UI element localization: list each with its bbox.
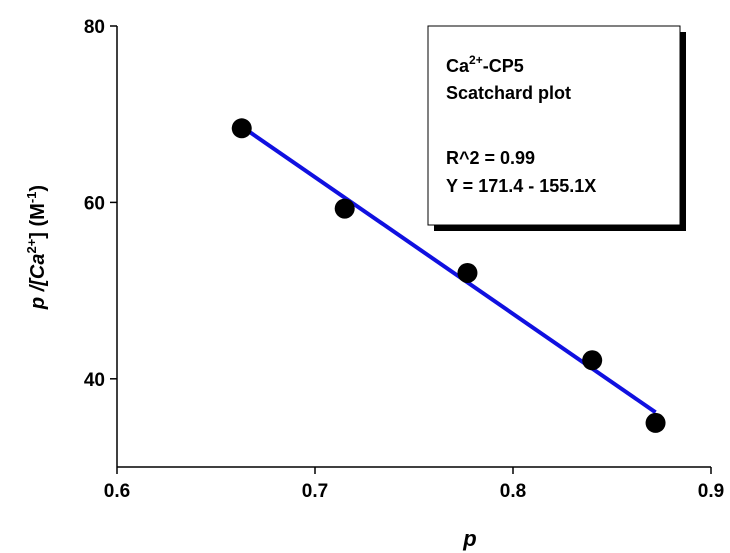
box bbox=[427, 25, 681, 226]
annotation-line1: Ca2+-CP5 bbox=[446, 53, 524, 76]
y-tick-label: 40 bbox=[84, 370, 105, 391]
annotation-line3: R^2 = 0.99 bbox=[446, 148, 535, 168]
data-point bbox=[457, 262, 478, 283]
data-point bbox=[645, 412, 666, 433]
annotation-line4: Y = 171.4 - 155.1X bbox=[446, 176, 596, 196]
x-tick-label: 0.6 bbox=[104, 481, 130, 502]
x-tick-label: 0.8 bbox=[500, 481, 526, 502]
x-tick-label: 0.9 bbox=[698, 481, 724, 502]
data-point bbox=[582, 350, 603, 371]
data-point bbox=[334, 198, 355, 219]
y-tick-label: 60 bbox=[84, 193, 105, 214]
x-axis-label: p bbox=[462, 526, 476, 551]
annotation-line2: Scatchard plot bbox=[446, 83, 571, 103]
x-tick-label: 0.7 bbox=[302, 481, 328, 502]
data-point bbox=[231, 118, 252, 139]
y-axis-label: p /[Ca2+] (M-1) bbox=[24, 185, 49, 310]
annotation-box: Ca2+-CP5 Scatchard plot R^2 = 0.99 Y = 1… bbox=[427, 25, 686, 231]
y-tick-label: 80 bbox=[84, 17, 105, 38]
